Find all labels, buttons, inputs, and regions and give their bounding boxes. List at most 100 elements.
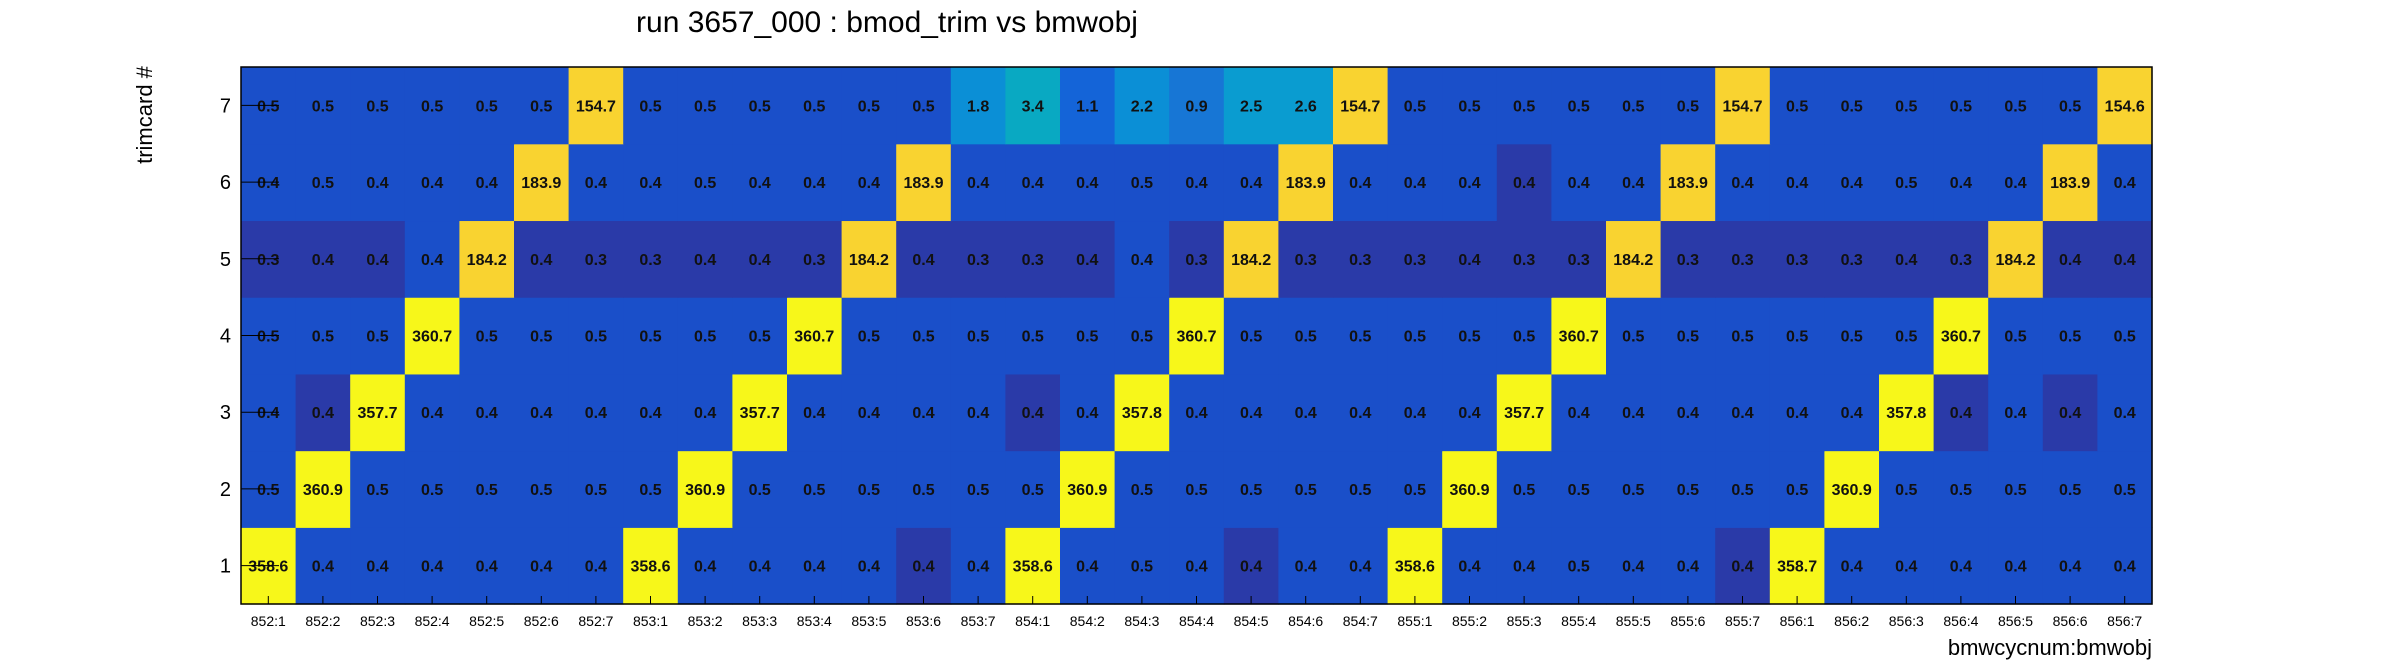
heatmap-cell <box>1769 297 1825 375</box>
heatmap-cell <box>1114 373 1170 452</box>
cell-value-label: 0.3 <box>1349 252 1371 269</box>
heatmap-cell <box>1715 220 1771 298</box>
cell-value-label: 0.5 <box>1513 329 1535 346</box>
cell-value-label: 0.4 <box>1240 405 1262 422</box>
cell-value-label: 0.4 <box>1295 405 1317 422</box>
heatmap-cell <box>1606 143 1662 222</box>
cell-value-label: 0.4 <box>1786 405 1808 422</box>
heatmap-cell <box>677 67 733 145</box>
heatmap-cell <box>404 220 460 298</box>
heatmap-cell <box>950 373 1006 452</box>
cell-value-label: 0.5 <box>366 98 388 115</box>
x-tick-label: 854:4 <box>1179 613 1214 629</box>
heatmap-cell <box>1824 297 1880 375</box>
cell-value-label: 0.4 <box>421 405 443 422</box>
cell-value-label: 0.5 <box>639 329 661 346</box>
cell-value-label: 0.5 <box>257 482 279 499</box>
heatmap-cell <box>623 143 679 222</box>
cell-value-label: 0.4 <box>694 252 716 269</box>
heatmap-cells <box>241 67 2153 605</box>
heatmap-cell <box>404 143 460 222</box>
x-tick-label: 853:7 <box>961 613 996 629</box>
chart-title: run 3657_000 : bmod_trim vs bmwobj <box>636 6 1138 39</box>
heatmap-cell <box>841 450 897 528</box>
cell-value-label: 0.5 <box>1458 329 1480 346</box>
heatmap-cell <box>1387 297 1443 375</box>
heatmap-cell <box>1551 373 1607 452</box>
heatmap-cell <box>1223 450 1279 528</box>
cell-value-label: 0.4 <box>421 252 443 269</box>
heatmap-cell <box>1333 220 1389 298</box>
heatmap-cell <box>1278 67 1334 145</box>
cell-value-label: 0.5 <box>912 98 934 115</box>
x-tick-label: 852:2 <box>305 613 340 629</box>
cell-value-label: 0.4 <box>967 559 989 576</box>
heatmap-cell <box>1442 67 1498 145</box>
cell-value-label: 0.4 <box>312 252 334 269</box>
cell-value-label: 0.5 <box>366 329 388 346</box>
x-tick-label: 854:7 <box>1343 613 1378 629</box>
heatmap-cell <box>295 373 351 452</box>
cell-value-label: 0.5 <box>694 98 716 115</box>
x-tick-label: 854:1 <box>1015 613 1050 629</box>
heatmap-cell <box>1879 373 1935 452</box>
heatmap-cell <box>1496 143 1552 222</box>
cell-value-label: 0.5 <box>639 482 661 499</box>
cell-value-label: 0.5 <box>1240 482 1262 499</box>
cell-value-label: 0.5 <box>530 482 552 499</box>
heatmap-cell <box>1496 527 1552 605</box>
cell-value-label: 0.5 <box>1404 482 1426 499</box>
cell-value-label: 0.5 <box>530 98 552 115</box>
cell-value-label: 357.8 <box>1886 405 1926 422</box>
cell-value-label: 184.2 <box>467 252 507 269</box>
cell-value-label: 0.4 <box>1731 559 1753 576</box>
heatmap-cell <box>2097 450 2153 528</box>
cell-value-label: 0.5 <box>257 329 279 346</box>
cell-value-label: 183.9 <box>1286 175 1326 192</box>
cell-value-label: 184.2 <box>1613 252 1653 269</box>
cell-value-label: 357.7 <box>357 405 397 422</box>
cell-value-label: 0.4 <box>585 175 607 192</box>
heatmap-cell <box>1769 67 1825 145</box>
cell-value-label: 0.3 <box>257 252 279 269</box>
heatmap-cell <box>1988 220 2044 298</box>
cell-value-label: 0.9 <box>1185 98 1207 115</box>
x-tick-label: 852:5 <box>469 613 504 629</box>
cell-value-label: 0.4 <box>1731 405 1753 422</box>
heatmap-cell <box>1333 527 1389 605</box>
heatmap-cell <box>2042 450 2098 528</box>
cell-value-label: 0.5 <box>530 329 552 346</box>
heatmap-cell <box>1333 297 1389 375</box>
heatmap-cell <box>1606 297 1662 375</box>
cell-value-label: 0.4 <box>639 175 661 192</box>
heatmap-cell <box>350 143 406 222</box>
heatmap-cell <box>1933 220 1989 298</box>
cell-value-label: 0.5 <box>749 329 771 346</box>
cell-value-label: 0.4 <box>694 405 716 422</box>
y-tick-label: 1 <box>220 556 231 578</box>
cell-value-label: 0.5 <box>858 98 880 115</box>
heatmap-cell <box>350 450 406 528</box>
heatmap-cell <box>350 220 406 298</box>
heatmap-cell <box>787 527 843 605</box>
cell-value-label: 0.4 <box>2004 175 2026 192</box>
cell-value-label: 0.4 <box>967 405 989 422</box>
cell-value-label: 0.5 <box>1950 482 1972 499</box>
x-tick-label: 856:4 <box>1943 613 1978 629</box>
heatmap-cell <box>1169 67 1225 145</box>
heatmap-cell <box>950 450 1006 528</box>
heatmap-cell <box>2097 373 2153 452</box>
cell-value-label: 0.4 <box>1076 175 1098 192</box>
cell-value-label: 0.3 <box>1841 252 1863 269</box>
heatmap-cell <box>1715 373 1771 452</box>
heatmap-cell <box>1278 450 1334 528</box>
cell-value-label: 0.4 <box>1568 175 1590 192</box>
heatmap-cell <box>1060 143 1116 222</box>
heatmap-cell <box>1988 67 2044 145</box>
heatmap-cell <box>1879 450 1935 528</box>
cell-value-label: 0.5 <box>312 329 334 346</box>
heatmap-cell <box>295 143 351 222</box>
heatmap-cell <box>732 220 788 298</box>
heatmap-cell <box>1223 220 1279 298</box>
heatmap-cell <box>1496 220 1552 298</box>
